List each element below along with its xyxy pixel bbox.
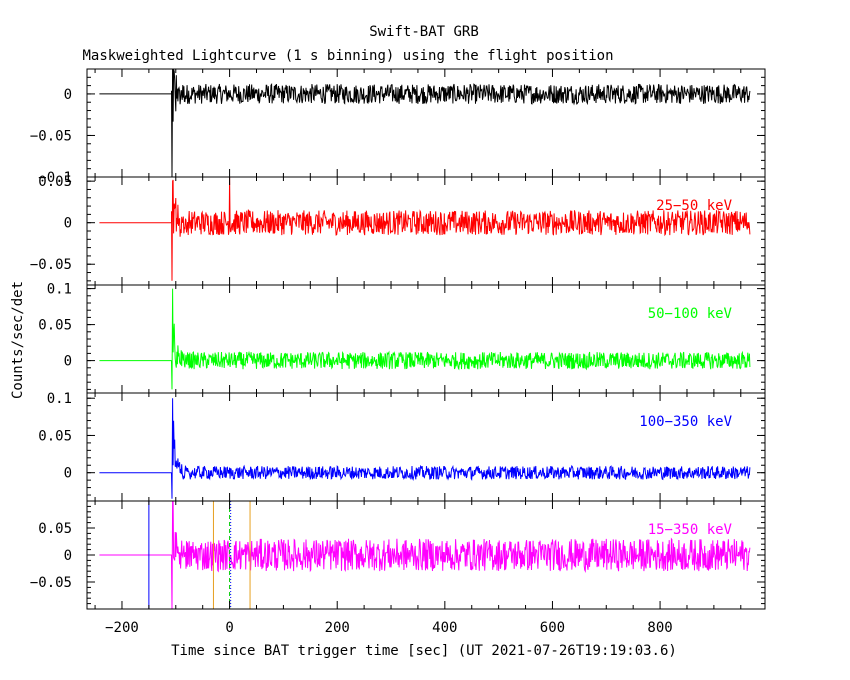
- panel-3: 0.1 0.05 0 50−100 keV: [38, 282, 766, 394]
- panel-1: 0 −0.05 −0.1: [30, 68, 766, 186]
- panel-4: 0.1 0.05 0 100−350 keV: [38, 391, 766, 502]
- panel-frame: [86, 284, 766, 394]
- x-tick-label: 0: [225, 620, 233, 636]
- y-tick-label: 0: [64, 354, 72, 370]
- y-tick-label: 0: [64, 216, 72, 232]
- y-axis-label: Counts/sec/det: [10, 281, 26, 399]
- panel-frame: [86, 392, 766, 502]
- panel-5: 0.05 0 −0.05 15−350 keV −200 0 200 400 600 800: [30, 500, 766, 636]
- y-tick-label: −0.05: [30, 257, 72, 273]
- band-label: 50−100 keV: [648, 306, 733, 322]
- x-tick-label: 400: [432, 620, 457, 636]
- band-label: 25−50 keV: [656, 198, 732, 214]
- series-line: [99, 398, 751, 499]
- chart-subtitle: Maskweighted Lightcurve (1 s binning) us…: [82, 48, 613, 64]
- series-line: [99, 288, 751, 390]
- panel-frame: [86, 68, 766, 178]
- x-tick-label: 800: [647, 620, 672, 636]
- y-tick-label: 0: [64, 87, 72, 103]
- y-tick-label: −0.1: [38, 170, 72, 186]
- x-axis-label: Time since BAT trigger time [sec] (UT 20…: [171, 643, 677, 659]
- x-tick-label: 200: [325, 620, 350, 636]
- series-line: [99, 177, 751, 281]
- band-label: 15−350 keV: [648, 522, 733, 538]
- chart-title: Swift-BAT GRB: [369, 24, 479, 40]
- series-line: [99, 501, 751, 609]
- y-tick-label: 0: [64, 466, 72, 482]
- y-tick-label: 0.05: [38, 428, 72, 444]
- series-line: [99, 69, 751, 177]
- y-tick-label: 0.1: [47, 282, 72, 298]
- y-tick-label: −0.05: [30, 128, 72, 144]
- y-tick-label: 0.05: [38, 521, 72, 537]
- y-tick-label: 0.05: [38, 174, 72, 190]
- band-label: 100−350 keV: [639, 414, 732, 430]
- y-tick-label: 0.05: [38, 318, 72, 334]
- y-tick-label: −0.05: [30, 575, 72, 591]
- y-tick-label: 0: [64, 548, 72, 564]
- y-tick-label: 0.1: [47, 391, 72, 407]
- panel-2: 0.05 0 −0.05 25−50 keV: [30, 174, 766, 286]
- x-tick-label: 600: [540, 620, 565, 636]
- x-tick-label: −200: [105, 620, 139, 636]
